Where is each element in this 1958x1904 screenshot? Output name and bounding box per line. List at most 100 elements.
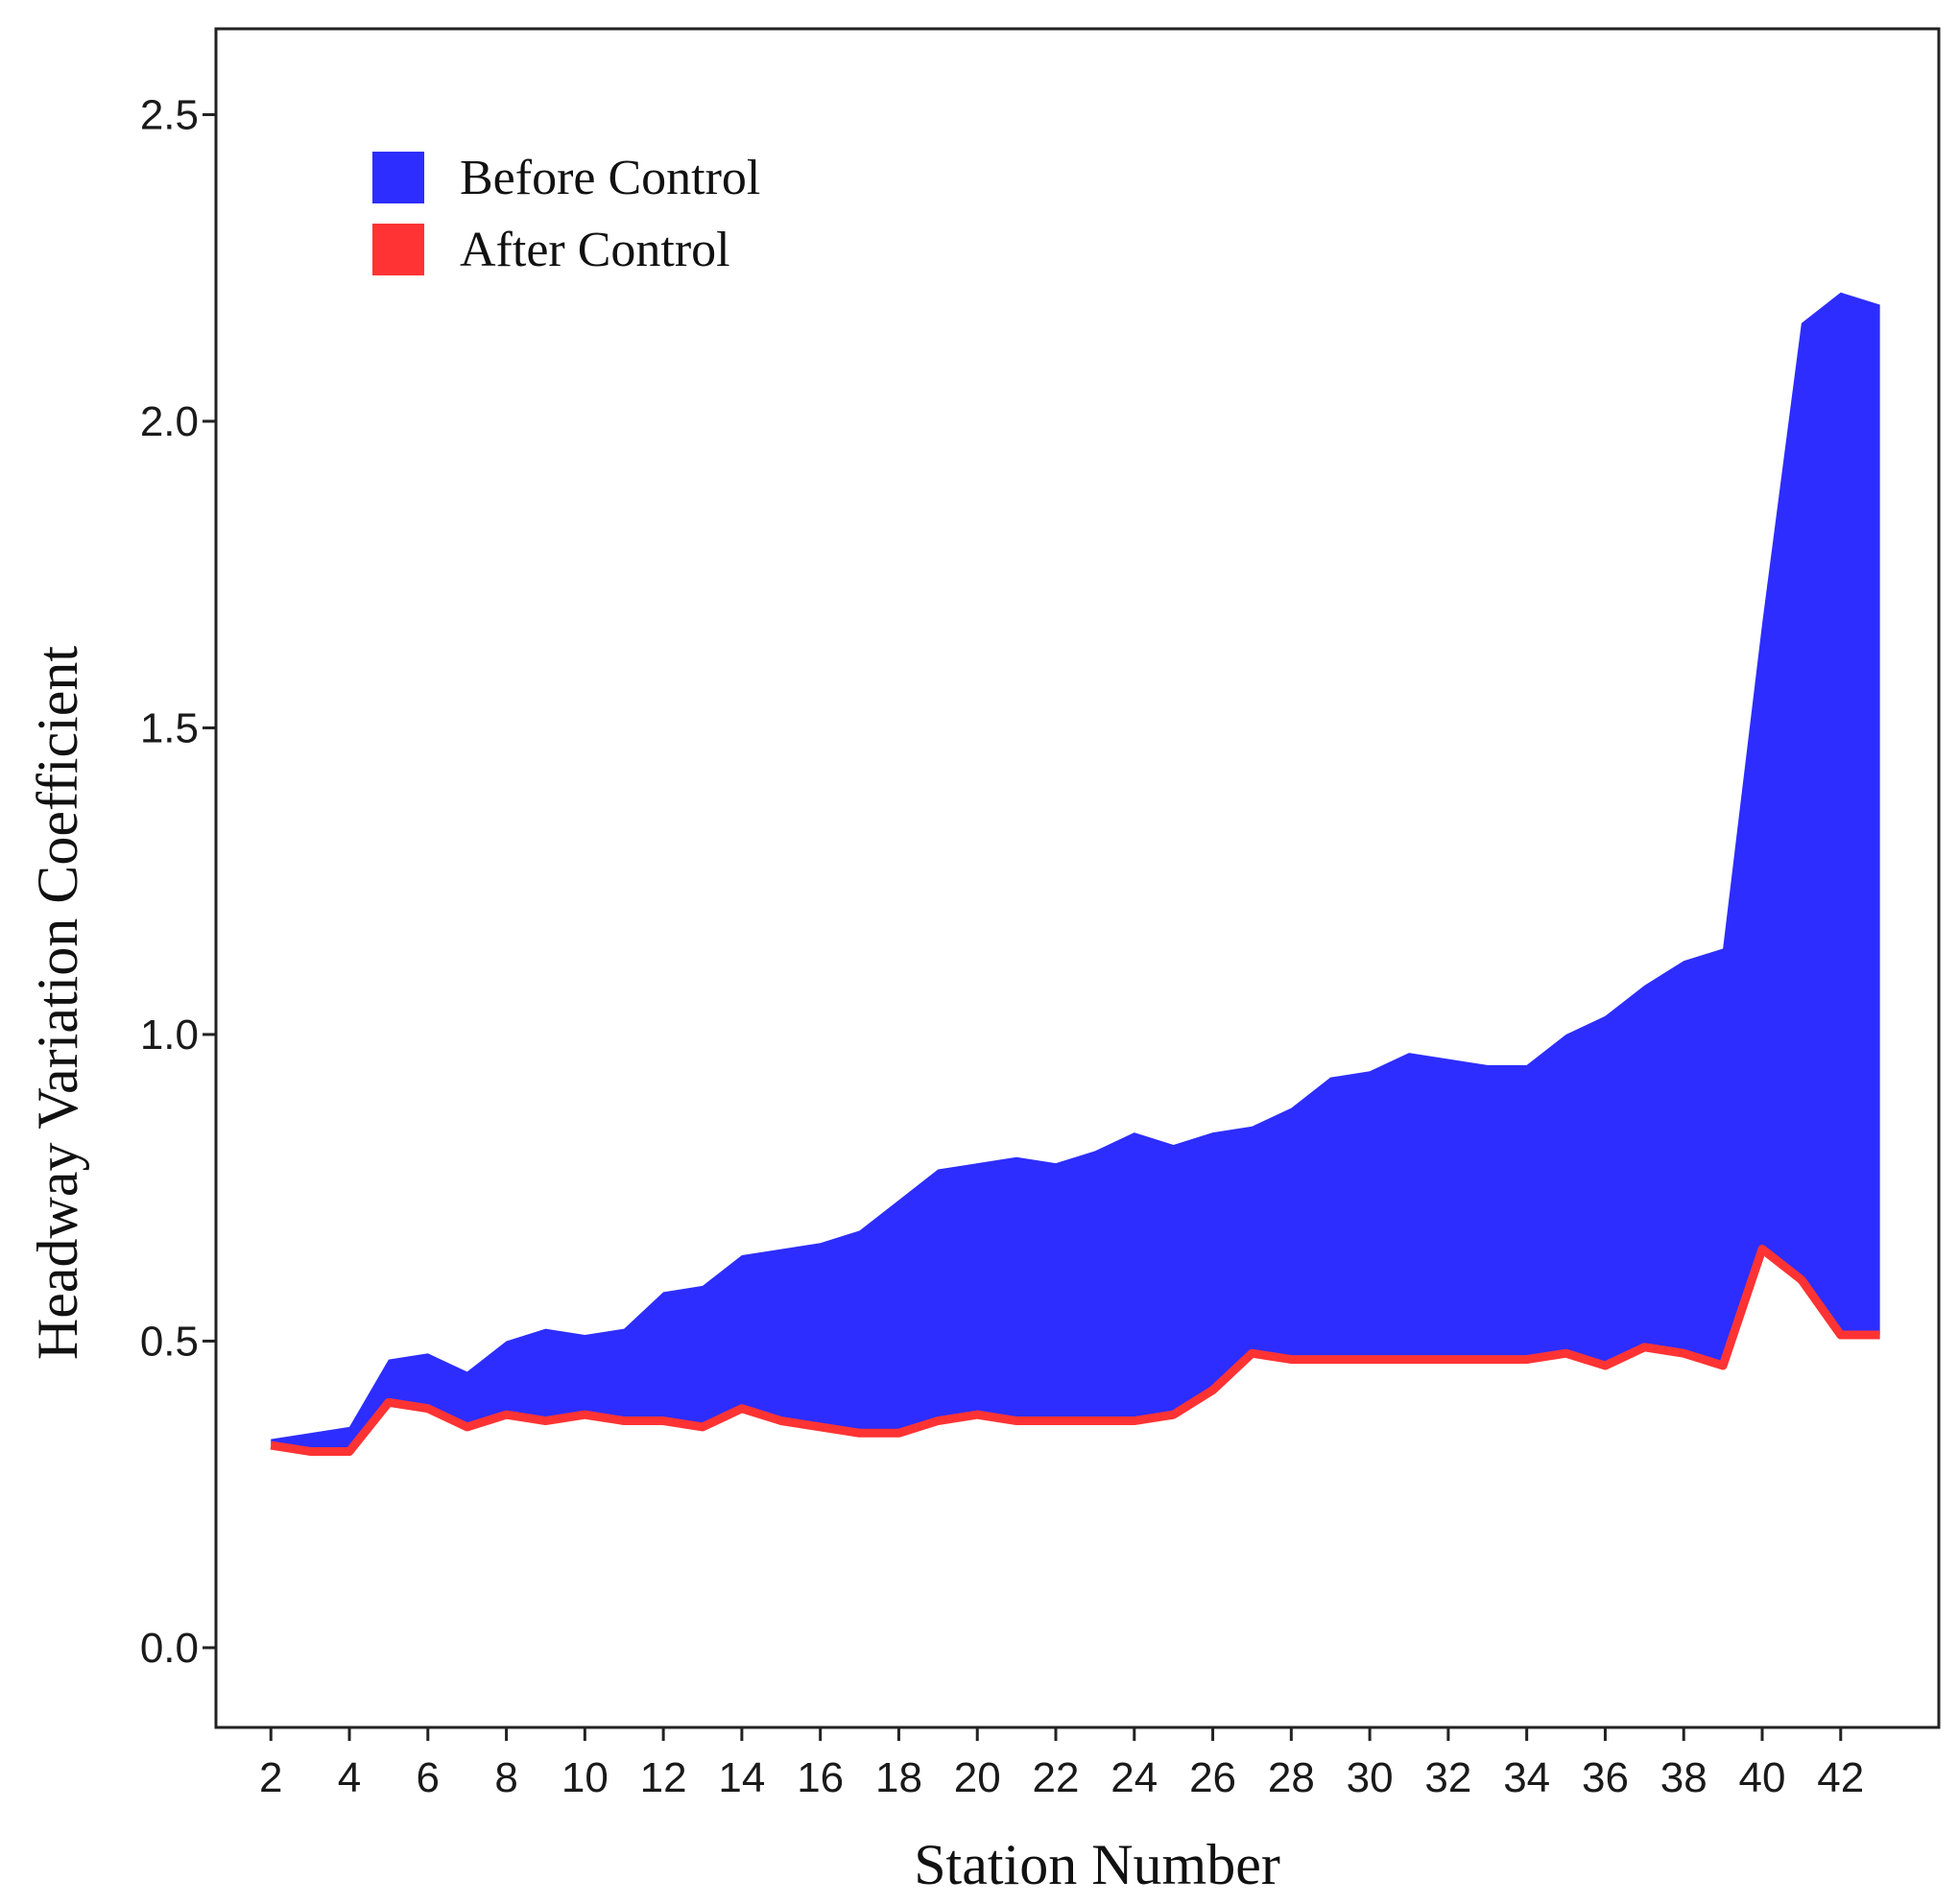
- after-control-point: [1210, 1388, 1216, 1393]
- before-control-point: [465, 1368, 470, 1374]
- after-control-point: [386, 1399, 392, 1405]
- before-control-point: [1445, 1057, 1451, 1062]
- x-tick-label: 14: [718, 1754, 765, 1801]
- after-control-point: [1564, 1350, 1569, 1356]
- x-tick-label: 6: [417, 1754, 440, 1801]
- after-control-point: [935, 1418, 941, 1424]
- after-control-point: [307, 1448, 313, 1454]
- before-control-point: [268, 1437, 274, 1442]
- after-control-point: [582, 1412, 587, 1417]
- x-tick-label: 36: [1582, 1754, 1629, 1801]
- after-control-point: [1132, 1418, 1137, 1424]
- legend: Before Control After Control: [372, 151, 760, 277]
- after-control-point: [621, 1418, 627, 1424]
- after-control-point: [465, 1424, 470, 1430]
- before-control-point: [1799, 321, 1804, 326]
- after-control-point: [1406, 1357, 1412, 1363]
- x-tick-label: 40: [1739, 1754, 1786, 1801]
- y-tick-label: 0.5: [140, 1318, 199, 1365]
- x-tick-label: 38: [1660, 1754, 1707, 1801]
- legend-swatch-after-control: [372, 224, 424, 275]
- after-control-point: [1799, 1277, 1804, 1283]
- before-control-point: [1564, 1032, 1569, 1037]
- before-control-point: [660, 1289, 666, 1295]
- after-control-point: [1681, 1350, 1686, 1356]
- x-tick-label: 10: [561, 1754, 609, 1801]
- after-control-point: [346, 1448, 352, 1454]
- after-control-point: [700, 1424, 705, 1430]
- x-tick-label: 24: [1110, 1754, 1158, 1801]
- after-control-point: [1485, 1357, 1491, 1363]
- before-control-point: [386, 1357, 392, 1363]
- after-control-point: [1838, 1332, 1844, 1338]
- before-control-point: [307, 1430, 313, 1436]
- after-control-point: [895, 1430, 901, 1436]
- before-control-point: [425, 1350, 431, 1356]
- after-control-point: [425, 1406, 431, 1412]
- y-tick-label: 2.5: [140, 91, 199, 138]
- y-axis-title: Headway Variation Coefficient: [26, 646, 89, 1361]
- x-tick-label: 42: [1817, 1754, 1864, 1801]
- x-tick-label: 12: [640, 1754, 687, 1801]
- after-control-point: [818, 1424, 824, 1430]
- before-control-point: [1327, 1075, 1333, 1081]
- before-control-point: [1641, 983, 1647, 988]
- x-tick-label: 4: [338, 1754, 361, 1801]
- x-tick-label: 34: [1503, 1754, 1550, 1801]
- after-control-point: [739, 1406, 745, 1412]
- after-control-point: [542, 1418, 548, 1424]
- after-control-point: [1053, 1418, 1059, 1424]
- after-control-point: [268, 1442, 274, 1448]
- before-control-point: [895, 1197, 901, 1202]
- plot-frame: [214, 27, 1941, 1729]
- after-control-point: [1445, 1357, 1451, 1363]
- axes: 0.00.51.01.52.02.52 4 6 8 10 12 14 16 18 20 22 24 26…: [140, 27, 1941, 1801]
- x-tick-label: 2: [259, 1754, 282, 1801]
- before-control-point: [1288, 1106, 1294, 1111]
- x-tick-label: 18: [875, 1754, 922, 1801]
- before-control-point: [1838, 290, 1844, 296]
- after-control-point: [974, 1412, 980, 1417]
- before-control-point: [1759, 621, 1765, 627]
- before-control-point: [1406, 1050, 1412, 1056]
- before-control-point: [974, 1160, 980, 1166]
- before-control-point: [1014, 1154, 1019, 1160]
- after-control-point: [1602, 1363, 1608, 1368]
- after-control-point: [660, 1418, 666, 1424]
- y-tick-label: 1.0: [140, 1012, 199, 1059]
- before-control-point: [1367, 1068, 1373, 1074]
- after-control-point: [1367, 1357, 1373, 1363]
- before-control-point: [621, 1326, 627, 1332]
- before-control-point: [1877, 302, 1883, 308]
- before-control-point: [1092, 1148, 1098, 1154]
- x-tick-label: 26: [1189, 1754, 1236, 1801]
- plot-area: [268, 290, 1883, 1456]
- x-tick-label: 30: [1347, 1754, 1394, 1801]
- before-control-point: [778, 1247, 784, 1252]
- legend-swatch-before-control: [372, 152, 424, 203]
- before-control-point: [1681, 958, 1686, 964]
- before-control-point: [1485, 1062, 1491, 1068]
- legend-label-after-control: After Control: [460, 223, 730, 277]
- legend-label-before-control: Before Control: [460, 151, 760, 205]
- before-control-point: [935, 1167, 941, 1173]
- before-control-point: [1720, 945, 1726, 951]
- x-tick-label: 32: [1424, 1754, 1471, 1801]
- after-control-point: [1524, 1357, 1530, 1363]
- before-control-point: [346, 1424, 352, 1430]
- after-control-point: [1288, 1357, 1294, 1363]
- x-tick-label: 16: [797, 1754, 844, 1801]
- x-tick-label: 8: [494, 1754, 517, 1801]
- after-control-point: [1641, 1345, 1647, 1350]
- after-control-point: [1171, 1412, 1177, 1417]
- after-control-point: [1877, 1332, 1883, 1338]
- x-axis-title: Station Number: [914, 1833, 1280, 1896]
- after-control-line: [270, 1245, 1880, 1456]
- after-control-point: [1759, 1247, 1765, 1252]
- after-control-point: [504, 1412, 510, 1417]
- y-tick-label: 0.0: [140, 1625, 199, 1672]
- after-control-point: [1014, 1418, 1019, 1424]
- before-control-point: [504, 1338, 510, 1344]
- before-control-point: [700, 1283, 705, 1289]
